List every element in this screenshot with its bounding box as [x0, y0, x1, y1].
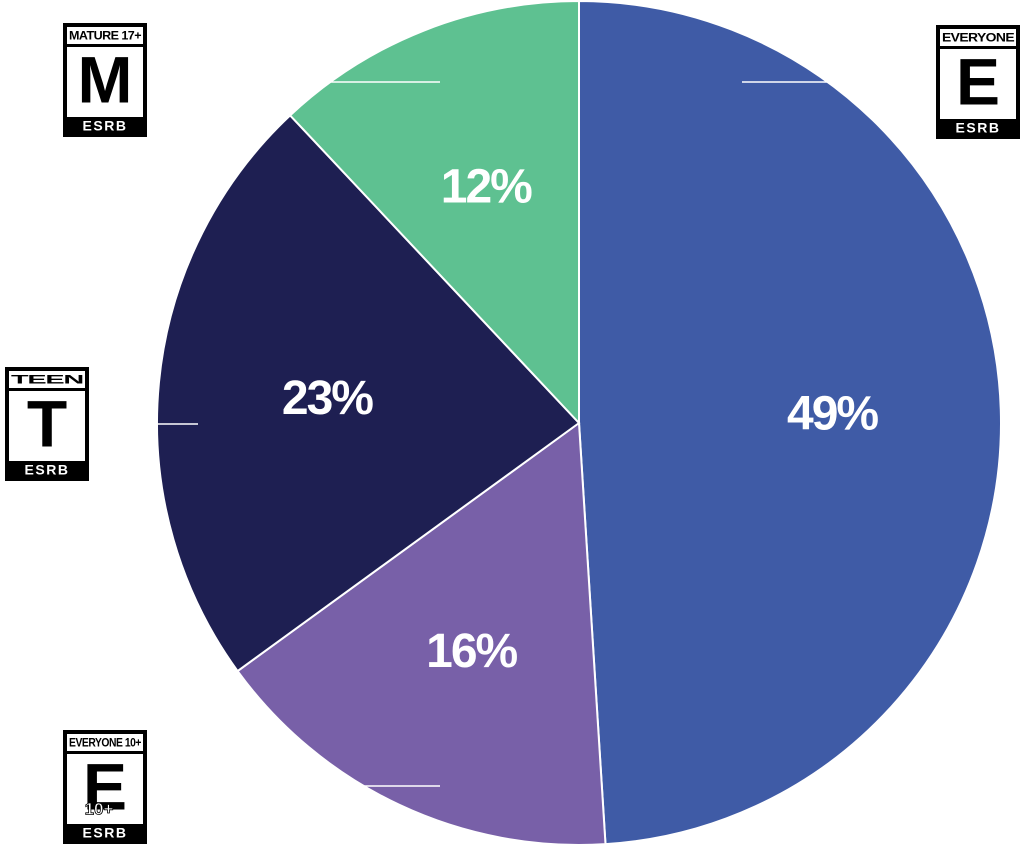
- pie-slice: [156, 113, 581, 673]
- value-labels: 49% 16% 23% 12%: [282, 160, 881, 678]
- badge-body: [940, 49, 1016, 119]
- badge-extra: 10+: [85, 799, 114, 818]
- pie-slice: [236, 421, 607, 846]
- badge-top-band: [67, 27, 143, 44]
- pie: [156, 0, 1002, 846]
- badge-body: [67, 754, 143, 824]
- esrb-badge: EVERYONE 10+E10+ ESRB: [63, 730, 147, 844]
- badge-body: [67, 47, 143, 117]
- data-label: 16%: [426, 625, 517, 678]
- badge-letter: T: [27, 386, 67, 460]
- leader-lines: [157, 81, 828, 787]
- badge-rating: EVERYONE: [942, 33, 1015, 45]
- badge-brand: ESRB: [25, 462, 70, 478]
- badge-body: [9, 391, 85, 461]
- badge-brand: ESRB: [83, 825, 128, 841]
- badge-rating: TEEN: [11, 375, 83, 387]
- pie-slice: [578, 0, 1002, 846]
- badge-top-band: [9, 371, 85, 388]
- badge-top-band: [940, 29, 1016, 46]
- badge-letter: E: [956, 44, 1000, 118]
- pie-slice: [288, 0, 580, 426]
- data-label: 49%: [787, 388, 878, 441]
- esrb-badge: MATURE 17+M ESRB: [63, 23, 147, 137]
- badge-top-band: [67, 734, 143, 751]
- badge-letter: E: [83, 749, 127, 823]
- data-label: 12%: [441, 160, 532, 213]
- badge-rating: MATURE 17+: [69, 31, 142, 43]
- data-label: 23%: [282, 372, 373, 425]
- badge-letter: M: [78, 42, 133, 116]
- badge-brand: ESRB: [83, 118, 128, 134]
- badge-rating: EVERYONE 10+: [69, 738, 142, 750]
- badge-brand: ESRB: [956, 120, 1001, 136]
